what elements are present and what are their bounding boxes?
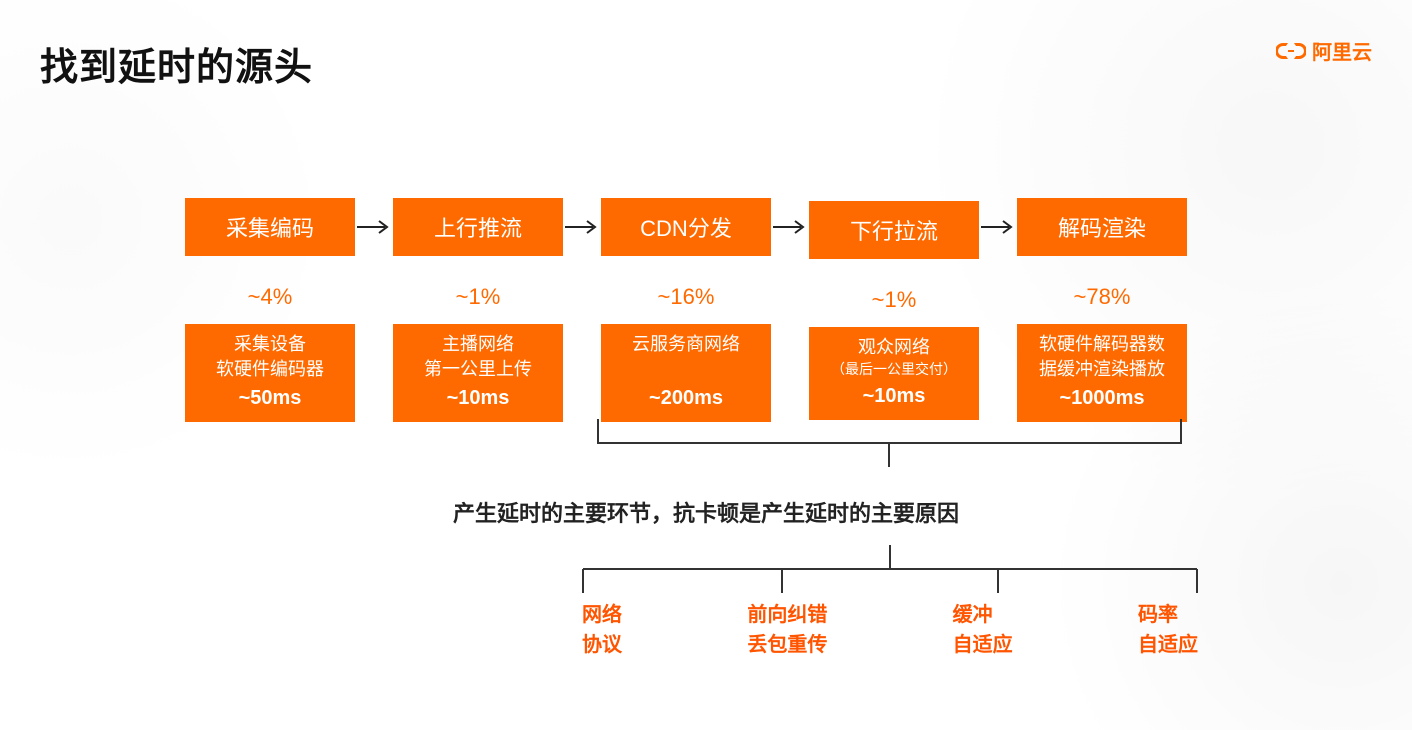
aliyun-icon <box>1276 40 1306 62</box>
brand-text: 阿里云 <box>1312 36 1372 65</box>
detail-ms: ~1000ms <box>1021 384 1183 412</box>
solution-item: 缓冲 自适应 <box>953 600 1013 660</box>
detail-line: 云服务商网络 <box>605 332 767 357</box>
solution-line: 丢包重传 <box>747 630 827 660</box>
detail-line: 采集设备 <box>189 332 351 357</box>
detail-ms: ~10ms <box>813 382 975 410</box>
flow-arrow <box>771 198 809 256</box>
flow-arrow <box>563 198 601 256</box>
solution-line: 网络 <box>582 600 622 630</box>
detail-ms: ~10ms <box>397 384 559 412</box>
stage-detail-box: 软硬件解码器数 据缓冲渲染播放 ~1000ms <box>1017 324 1187 422</box>
stage-detail-box: 观众网络 （最后一公里交付） ~10ms <box>809 327 979 420</box>
stage-box-upstream: 上行推流 <box>393 198 563 256</box>
detail-ms: ~50ms <box>189 384 351 412</box>
solution-line: 前向纠错 <box>747 600 827 630</box>
detail-line: 软硬件解码器数 <box>1021 332 1183 357</box>
detail-line: 第一公里上传 <box>397 357 559 382</box>
stage-column: 采集编码 ~4% 采集设备 软硬件编码器 ~50ms <box>185 198 355 422</box>
stage-box-cdn: CDN分发 <box>601 198 771 256</box>
stage-percent: ~78% <box>1074 284 1131 310</box>
solution-line: 协议 <box>582 630 622 660</box>
stage-box-downstream: 下行拉流 <box>809 201 979 259</box>
latency-flow-diagram: 采集编码 ~4% 采集设备 软硬件编码器 ~50ms 上行推流 ~1% 主播网络… <box>185 198 1187 422</box>
stage-column: 上行推流 ~1% 主播网络 第一公里上传 ~10ms <box>393 198 563 422</box>
solution-item: 网络 协议 <box>582 600 622 660</box>
stage-detail-box: 云服务商网络 ~200ms <box>601 324 771 422</box>
summary-text: 产生延时的主要环节，抗卡顿是产生延时的主要原因 <box>0 496 1412 528</box>
stage-percent: ~1% <box>456 284 501 310</box>
detail-ms: ~200ms <box>605 384 767 412</box>
bracket-upper <box>597 418 1182 468</box>
stage-percent: ~16% <box>658 284 715 310</box>
detail-line: （最后一公里交付） <box>813 360 975 380</box>
stage-box-decode-render: 解码渲染 <box>1017 198 1187 256</box>
solution-item: 码率 自适应 <box>1138 600 1198 660</box>
page-title: 找到延时的源头 <box>40 36 313 91</box>
stage-detail-box: 主播网络 第一公里上传 ~10ms <box>393 324 563 422</box>
solutions-row: 网络 协议 前向纠错 丢包重传 缓冲 自适应 码率 自适应 <box>582 600 1198 660</box>
stage-box-capture-encode: 采集编码 <box>185 198 355 256</box>
stage-column: CDN分发 ~16% 云服务商网络 ~200ms <box>601 198 771 422</box>
stage-percent: ~4% <box>248 284 293 310</box>
bracket-lower <box>582 544 1198 594</box>
detail-line: 据缓冲渲染播放 <box>1021 357 1183 382</box>
brand-logo: 阿里云 <box>1276 36 1372 65</box>
solution-line: 自适应 <box>1138 630 1198 660</box>
stage-column: 解码渲染 ~78% 软硬件解码器数 据缓冲渲染播放 ~1000ms <box>1017 198 1187 422</box>
solution-line: 缓冲 <box>953 600 1013 630</box>
detail-line: 软硬件编码器 <box>189 357 351 382</box>
flow-arrow <box>979 198 1017 256</box>
stage-percent: ~1% <box>872 287 917 313</box>
solution-line: 码率 <box>1138 600 1198 630</box>
flow-arrow <box>355 198 393 256</box>
solution-item: 前向纠错 丢包重传 <box>747 600 827 660</box>
detail-line: 主播网络 <box>397 332 559 357</box>
detail-line: 观众网络 <box>813 335 975 360</box>
stage-column: 下行拉流 ~1% 观众网络 （最后一公里交付） ~10ms <box>809 201 979 420</box>
solution-line: 自适应 <box>953 630 1013 660</box>
stage-detail-box: 采集设备 软硬件编码器 ~50ms <box>185 324 355 422</box>
detail-line <box>605 357 767 382</box>
